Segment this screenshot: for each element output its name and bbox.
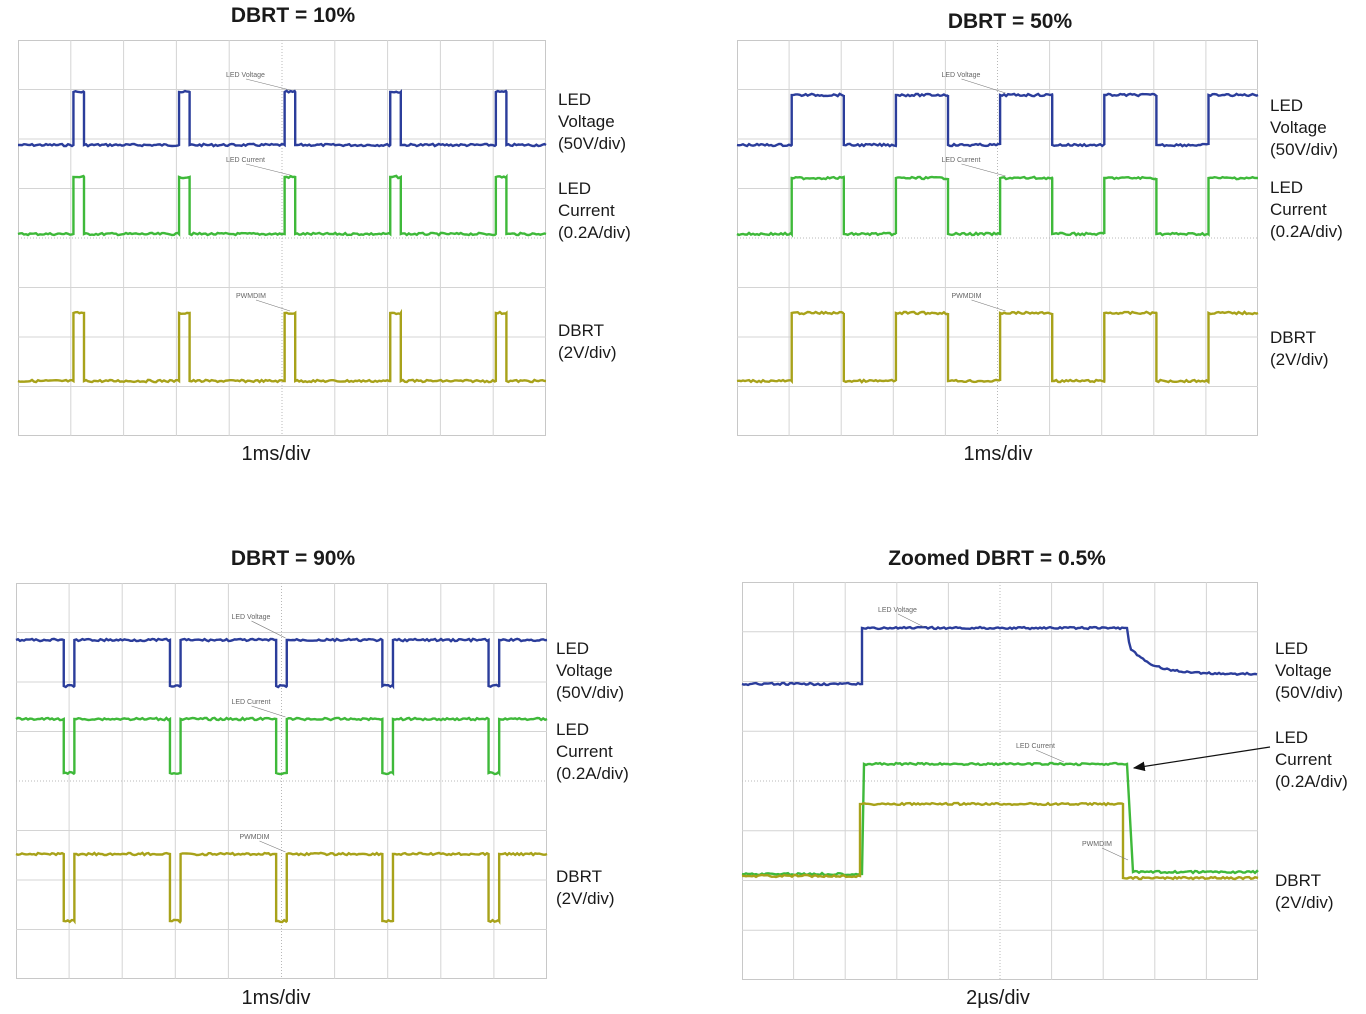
x-axis-label: 1ms/div	[241, 987, 311, 1009]
scale-line: (2V/div)	[1275, 893, 1334, 912]
trace-label: LED Current	[232, 699, 271, 706]
scale-line: Voltage	[558, 112, 615, 131]
scale-line: (0.2A/div)	[1275, 772, 1348, 791]
trace-label: LED Voltage	[232, 614, 271, 621]
trace-label-leader	[245, 163, 291, 176]
dbrt-scale-label: DBRT (2V/div)	[558, 320, 617, 364]
trace-label-leader	[961, 163, 1006, 177]
trace-label-leader	[255, 299, 291, 312]
dbrt-trace	[741, 801, 1259, 881]
scale-line: DBRT	[1270, 328, 1316, 347]
led-voltage-scale-label: LED Voltage (50V/div)	[558, 89, 626, 155]
scale-line: (50V/div)	[558, 134, 627, 153]
trace-label-leader	[245, 78, 291, 91]
led-voltage-trace	[18, 88, 547, 148]
scope-screen: LED Voltage LED Current PWMDIM	[741, 582, 1259, 980]
trace-label: LED Voltage	[226, 72, 265, 79]
dbrt-trace	[15, 851, 548, 925]
scale-line: LED	[556, 720, 590, 739]
scale-line: (2V/div)	[558, 343, 617, 362]
trace-label-leader	[1035, 749, 1065, 763]
trace-label: LED Current	[1016, 743, 1055, 750]
trace-label: PWMDIM	[1082, 841, 1112, 848]
dbrt-scale-label: DBRT (2V/div)	[556, 866, 615, 910]
dbrt-trace	[736, 310, 1259, 385]
chart-title: Zoomed DBRT = 0.5%	[888, 547, 1106, 570]
scale-line: Voltage	[1275, 661, 1332, 680]
trace-label: LED Voltage	[878, 607, 917, 614]
scale-line: Current	[558, 201, 615, 220]
trace-label: LED Current	[942, 157, 981, 164]
scale-line: Current	[556, 742, 613, 761]
scale-line: Voltage	[1270, 118, 1327, 137]
scale-line: LED	[558, 90, 592, 109]
scale-line: LED	[558, 179, 592, 198]
trace-label-leader	[897, 613, 925, 628]
trace-label: PWMDIM	[240, 834, 270, 841]
x-axis-label: 1ms/div	[241, 443, 311, 465]
chart-title: DBRT = 10%	[230, 4, 356, 27]
trace-label-leader	[259, 840, 286, 853]
scale-line: (0.2A/div)	[1270, 222, 1343, 241]
trace-label-leader	[971, 299, 1006, 312]
trace-label: PWMDIM	[236, 293, 266, 300]
dbrt-scale-label: DBRT (2V/div)	[1275, 870, 1334, 914]
led-current-trace	[741, 761, 1259, 877]
scale-line: Current	[1270, 200, 1327, 219]
scope-screen: LED Voltage LED Current PWMDIM	[17, 40, 547, 436]
trace-label-leader	[251, 620, 286, 639]
x-axis-label: 2µs/div	[966, 987, 1030, 1009]
scale-line: (50V/div)	[1270, 140, 1339, 159]
chart-title: DBRT = 90%	[230, 547, 356, 570]
scale-line: (0.2A/div)	[556, 764, 629, 783]
scale-line: (2V/div)	[556, 889, 615, 908]
scale-line: LED	[556, 639, 590, 658]
led-current-scale-label: LED Current (0.2A/div)	[1275, 727, 1348, 793]
scale-line: LED	[1275, 728, 1309, 747]
led-current-trace	[15, 716, 548, 777]
scope-screen: LED Voltage LED Current PWMDIM	[736, 40, 1259, 436]
trace-label-leader	[961, 78, 1006, 94]
led-voltage-scale-label: LED Voltage (50V/div)	[1270, 95, 1338, 161]
scale-line: LED	[1270, 96, 1304, 115]
scale-line: LED	[1270, 178, 1304, 197]
trace-label: PWMDIM	[952, 293, 982, 300]
led-voltage-trace	[15, 637, 548, 690]
scope-screen: LED Voltage LED Current PWMDIM	[15, 583, 548, 979]
scale-line: LED	[1275, 639, 1309, 658]
scale-line: Voltage	[556, 661, 613, 680]
scale-line: (0.2A/div)	[558, 223, 631, 242]
led-current-scale-label: LED Current (0.2A/div)	[556, 719, 629, 785]
scale-line: DBRT	[558, 321, 604, 340]
scale-line: (50V/div)	[1275, 683, 1344, 702]
trace-label-leader	[1101, 847, 1129, 861]
led-current-scale-label: LED Current (0.2A/div)	[1270, 177, 1343, 243]
scale-line: DBRT	[556, 867, 602, 886]
scale-line: Current	[1275, 750, 1332, 769]
dbrt-trace	[17, 308, 547, 384]
x-axis-label: 1ms/div	[963, 443, 1033, 465]
trace-label: LED Voltage	[942, 72, 981, 79]
arrow-line	[1132, 746, 1271, 772]
led-voltage-trace	[736, 92, 1259, 148]
led-voltage-trace	[741, 625, 1258, 687]
led-voltage-scale-label: LED Voltage (50V/div)	[556, 638, 624, 704]
dbrt-scale-label: DBRT (2V/div)	[1270, 327, 1329, 371]
led-current-trace	[17, 173, 547, 238]
trace-label-leader	[251, 705, 286, 718]
scale-line: (2V/div)	[1270, 350, 1329, 369]
scale-line: (50V/div)	[556, 683, 625, 702]
scale-line: DBRT	[1275, 871, 1321, 890]
trace-label: LED Current	[226, 157, 265, 164]
led-voltage-scale-label: LED Voltage (50V/div)	[1275, 638, 1343, 704]
led-current-trace	[736, 175, 1258, 238]
chart-title: DBRT = 50%	[947, 10, 1073, 33]
led-current-scale-label: LED Current (0.2A/div)	[558, 178, 631, 244]
